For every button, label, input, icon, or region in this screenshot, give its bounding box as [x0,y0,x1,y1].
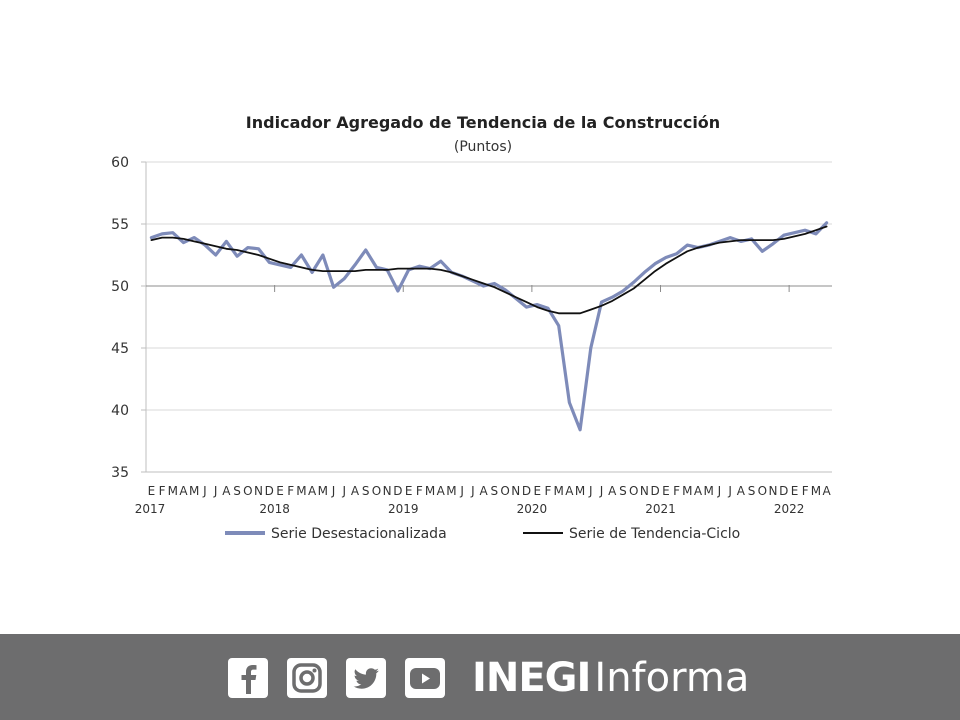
x-tick-label-month: M [296,484,306,498]
x-tick-label-month: J [459,484,464,498]
x-tick-label-month: F [545,484,552,498]
inegi-informa-logo[interactable]: INEGI Informa [472,652,749,704]
x-tick-label-month: O [372,484,381,498]
x-tick-label-year: 2022 [774,502,805,516]
youtube-icon[interactable] [405,658,445,698]
x-tick-label-month: F [416,484,423,498]
x-tick-label-month: D [651,484,660,498]
x-tick-label-month: M [575,484,585,498]
x-tick-label-month: D [265,484,274,498]
x-tick-label-month: J [331,484,336,498]
x-tick-label-month: M [682,484,692,498]
chart-title: Indicador Agregado de Tendencia de la Co… [246,113,720,132]
x-tick-label-month: M [425,484,435,498]
x-tick-label-month: O [758,484,767,498]
brand-inegi: INEGI [472,655,591,701]
chart: Indicador Agregado de Tendencia de la Co… [111,113,832,542]
x-tick-label-month: A [351,484,360,498]
x-tick-label-month: N [511,484,520,498]
y-tick-label: 35 [111,465,129,481]
x-tick-label-month: D [393,484,402,498]
x-tick-label-month: M [168,484,178,498]
x-tick-label-month: E [405,484,413,498]
x-tick-label-month: J [213,484,218,498]
x-tick-label-month: M [446,484,456,498]
x-tick-label-month: S [491,484,499,498]
x-tick-label-month: A [565,484,574,498]
x-tick-label-month: A [694,484,703,498]
x-tick-label-month: J [470,484,475,498]
x-tick-label-month: M [811,484,821,498]
x-tick-label-month: E [148,484,156,498]
legend-label-tendencia-ciclo: Serie de Tendencia-Ciclo [569,526,740,542]
x-tick-label-month: J [202,484,207,498]
x-tick-label-year: 2021 [645,502,676,516]
y-axis: 35 40 45 50 55 60 [111,155,146,481]
x-tick-label-year: 2019 [388,502,419,516]
brand-informa: Informa [594,655,750,701]
chart-subtitle: (Puntos) [454,139,512,155]
y-tick-label: 45 [111,341,129,357]
series-line-tendencia-ciclo [150,225,828,315]
x-tick-label-year: 2017 [135,502,166,516]
x-tick-label-month: S [233,484,241,498]
plot-area [149,221,829,432]
x-tick-label-month: M [553,484,563,498]
x-tick-label-month: N [383,484,392,498]
x-tick-label-month: F [802,484,809,498]
x-tick-label-month: J [717,484,722,498]
y-tick-label: 60 [111,155,129,171]
x-tick-label-month: N [769,484,778,498]
x-tick-label-month: J [599,484,604,498]
x-tick-label-month: A [222,484,231,498]
instagram-icon[interactable] [287,658,327,698]
x-tick-label-month: E [276,484,284,498]
gridlines [146,161,832,411]
x-tick-label-month: J [727,484,732,498]
x-tick-label-month: M [189,484,199,498]
x-tick-label-month: A [437,484,446,498]
x-tick-label-year: 2020 [517,502,548,516]
x-tick-label-month: O [243,484,252,498]
x-tick-label-month: M [318,484,328,498]
x-tick-label-month: N [254,484,263,498]
facebook-icon[interactable] [228,658,268,698]
x-tick-label-month: S [619,484,627,498]
twitter-icon[interactable] [346,658,386,698]
y-tick-label: 40 [111,403,129,419]
y-tick-label: 55 [111,217,129,233]
x-tick-label-month: A [608,484,617,498]
x-tick-label-month: M [704,484,714,498]
x-tick-label-month: F [673,484,680,498]
x-tick-label-month: A [480,484,489,498]
x-tick-label-month: A [179,484,188,498]
x-tick-label-month: A [823,484,832,498]
footer-bar [0,634,960,720]
x-tick-label-month: F [287,484,294,498]
x-tick-label-month: J [342,484,347,498]
legend: Serie Desestacionalizada Serie de Tenden… [225,526,740,542]
x-tick-label-month: F [159,484,166,498]
x-tick-label-month: J [588,484,593,498]
x-tick-label-month: E [662,484,670,498]
x-tick-label-month: D [522,484,531,498]
x-tick-label-month: D [779,484,788,498]
x-tick-label-year: 2018 [259,502,290,516]
x-tick-label-month: N [640,484,649,498]
legend-label-desestacionalizada: Serie Desestacionalizada [271,526,447,542]
x-tick-label-month: O [629,484,638,498]
x-tick-label-month: E [791,484,799,498]
x-tick-label-month: S [748,484,756,498]
y-tick-label: 50 [111,279,129,295]
x-tick-label-month: E [533,484,541,498]
x-tick-label-month: A [737,484,746,498]
x-tick-label-month: A [308,484,317,498]
x-tick-label-month: O [500,484,509,498]
x-tick-label-month: S [362,484,370,498]
